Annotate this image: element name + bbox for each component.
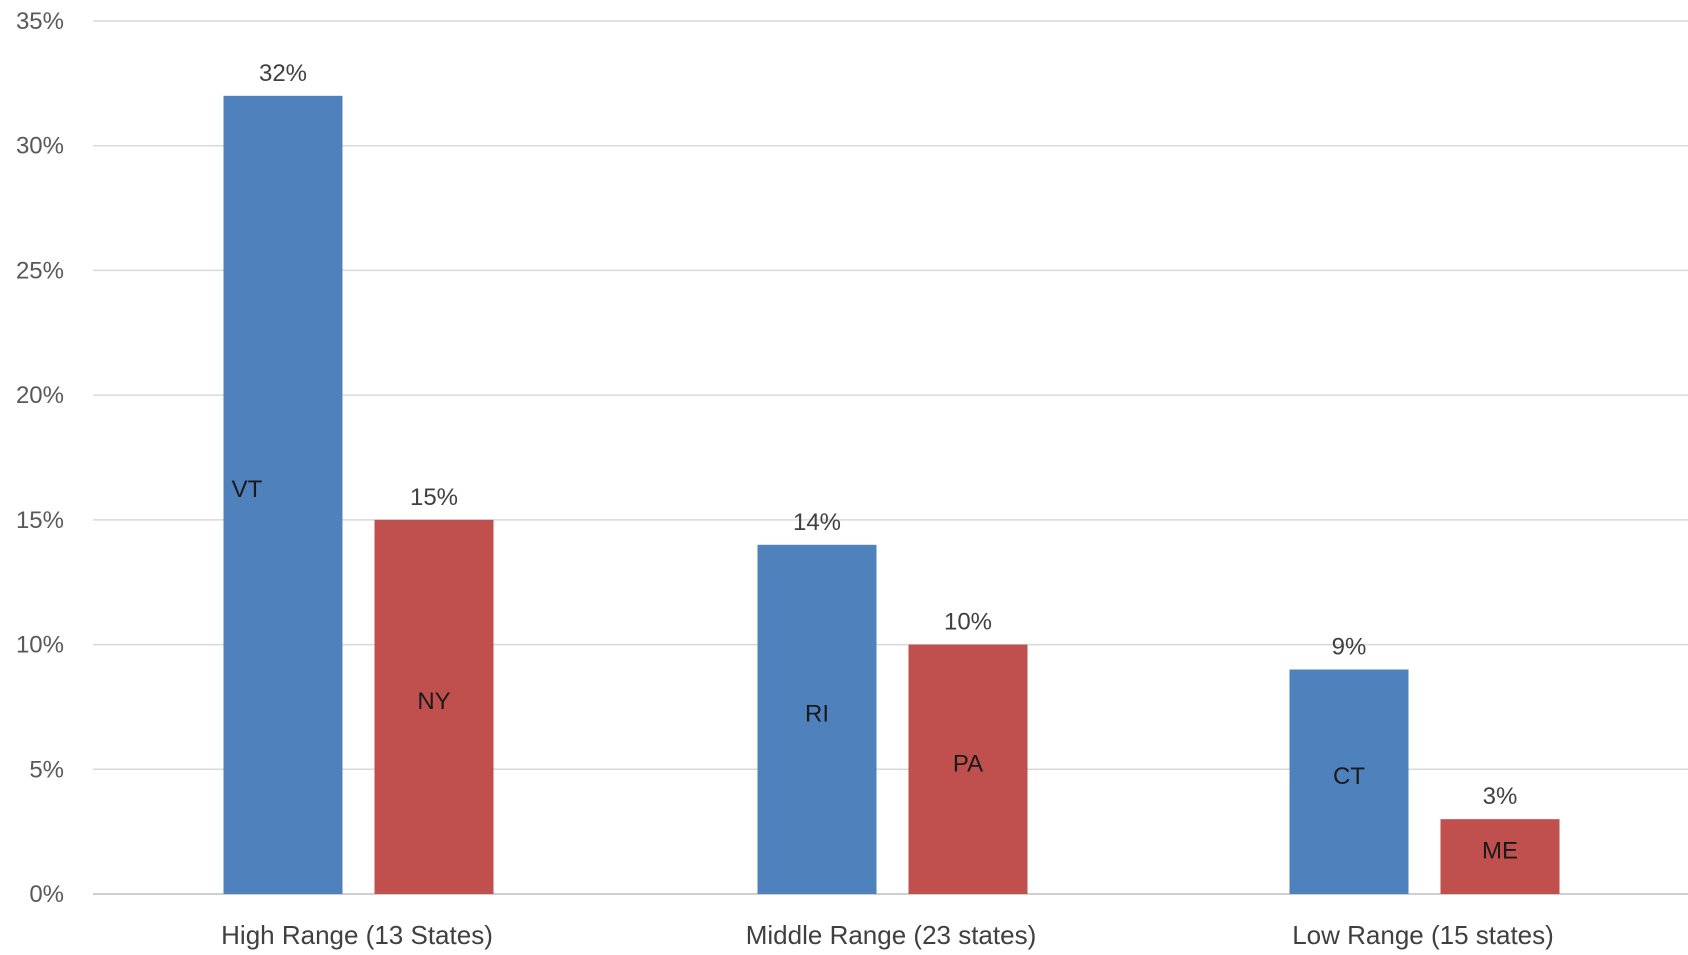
y-tick-label: 30% (16, 133, 64, 160)
y-tick-label: 0% (29, 881, 64, 908)
bar-state-label: PA (953, 750, 983, 777)
bar-value-label: 9% (1332, 634, 1367, 661)
bar-state-label: CT (1333, 763, 1365, 790)
bar-ri (757, 544, 877, 894)
bar-state-label: VT (232, 476, 263, 503)
bar-vt (223, 95, 343, 895)
y-tick-label: 5% (29, 756, 64, 783)
category-label: Middle Range (23 states) (746, 920, 1036, 950)
y-tick-label: 35% (16, 8, 64, 35)
y-tick-label: 20% (16, 382, 64, 409)
bar-value-label: 15% (410, 484, 458, 511)
y-tick-label: 10% (16, 632, 64, 659)
bar-state-label: ME (1482, 838, 1518, 865)
category-label: High Range (13 States) (221, 920, 493, 950)
y-tick-label: 15% (16, 507, 64, 534)
bar-value-label: 3% (1483, 783, 1518, 810)
bar-pa (908, 644, 1028, 894)
bar-ct (1289, 669, 1409, 894)
x-axis-categories: High Range (13 States) Middle Range (23 s… (221, 920, 1554, 950)
y-tick-label: 25% (16, 257, 64, 284)
bar-value-label: 10% (944, 609, 992, 636)
gridlines (93, 20, 1688, 895)
data-labels: 32% VT 15% NY 14% RI 10% PA 9% CT 3% ME (232, 60, 1518, 865)
bars (223, 95, 1560, 895)
bar-me (1440, 819, 1560, 894)
bar-value-label: 14% (793, 509, 841, 536)
bar-state-label: NY (417, 688, 450, 715)
bar-value-label: 32% (259, 60, 307, 87)
category-label: Low Range (15 states) (1292, 920, 1554, 950)
y-axis-ticks: 0% 5% 10% 15% 20% 25% 30% 35% (16, 8, 64, 908)
bar-state-label: RI (805, 700, 829, 727)
bar-ny (374, 519, 494, 894)
